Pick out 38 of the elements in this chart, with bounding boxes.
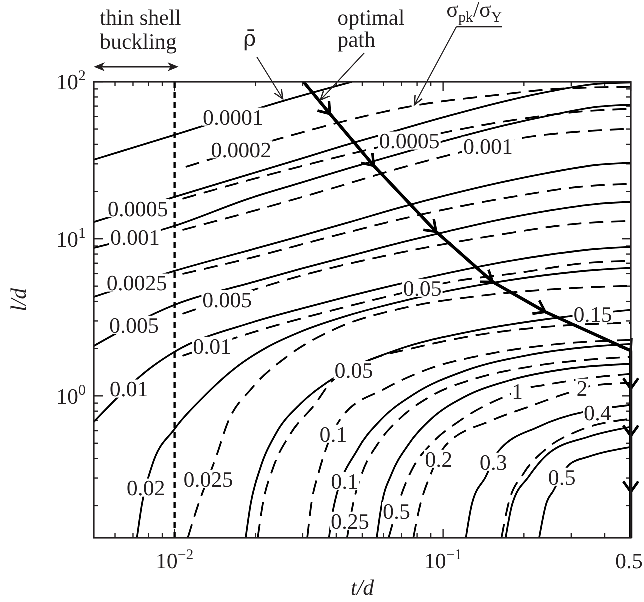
text: optimal path [338,5,405,52]
annotation: 0.0002 [211,138,272,163]
annotation: 2 [576,376,588,401]
annotation: 0.01 [110,376,148,402]
annotation: 0.001 [110,224,160,250]
x-axis-title: t/d [350,575,376,600]
annotation: 0.005 [109,312,159,338]
annotation: 0.2 [425,446,453,472]
annotation: σ$_{pk}$/σ$_{Y}$ [446,0,502,26]
ref-line-label: thin shell buckling [100,5,182,54]
annotation: 0.1 [331,469,359,494]
annotation: 0.3 [480,450,508,475]
annotation: 0.4 [584,400,612,426]
annotation: 0.25 [330,508,370,534]
annotation: 0.0005 [379,128,440,154]
annotation: 0.02 [126,476,166,501]
y-tick-label: 10$^{2}$ [56,68,86,95]
annotation: 0.05 [403,276,442,301]
annotation: 0.05 [334,358,374,384]
annotation: 0.001 [464,134,513,159]
y-tick-label: 10$^{1}$ [56,226,86,252]
annotation: 0.5 [548,464,576,490]
x-tick-label: 10$^{−2}$ [156,547,194,574]
annotation: 1 [512,378,524,404]
annotation: 0.0001 [202,104,264,130]
annotation: 0.5 [383,498,411,524]
annotation: 0.1 [320,422,348,447]
annotation: 0.025 [184,466,234,492]
annotation: 0.15 [574,302,612,327]
annotation: 0.0005 [108,196,168,222]
x-tick-label: 10$^{−1}$ [424,547,462,574]
annotation: 0.0025 [106,270,168,296]
y-tick-label: 10$^{0}$ [56,382,86,409]
x-tick-label: 0.5 [616,548,643,574]
annotation: 0.005 [202,287,252,312]
annotation: ρ̄ [244,26,256,52]
annotation: 0.01 [193,334,232,359]
y-axis-title: l/d [6,287,31,312]
